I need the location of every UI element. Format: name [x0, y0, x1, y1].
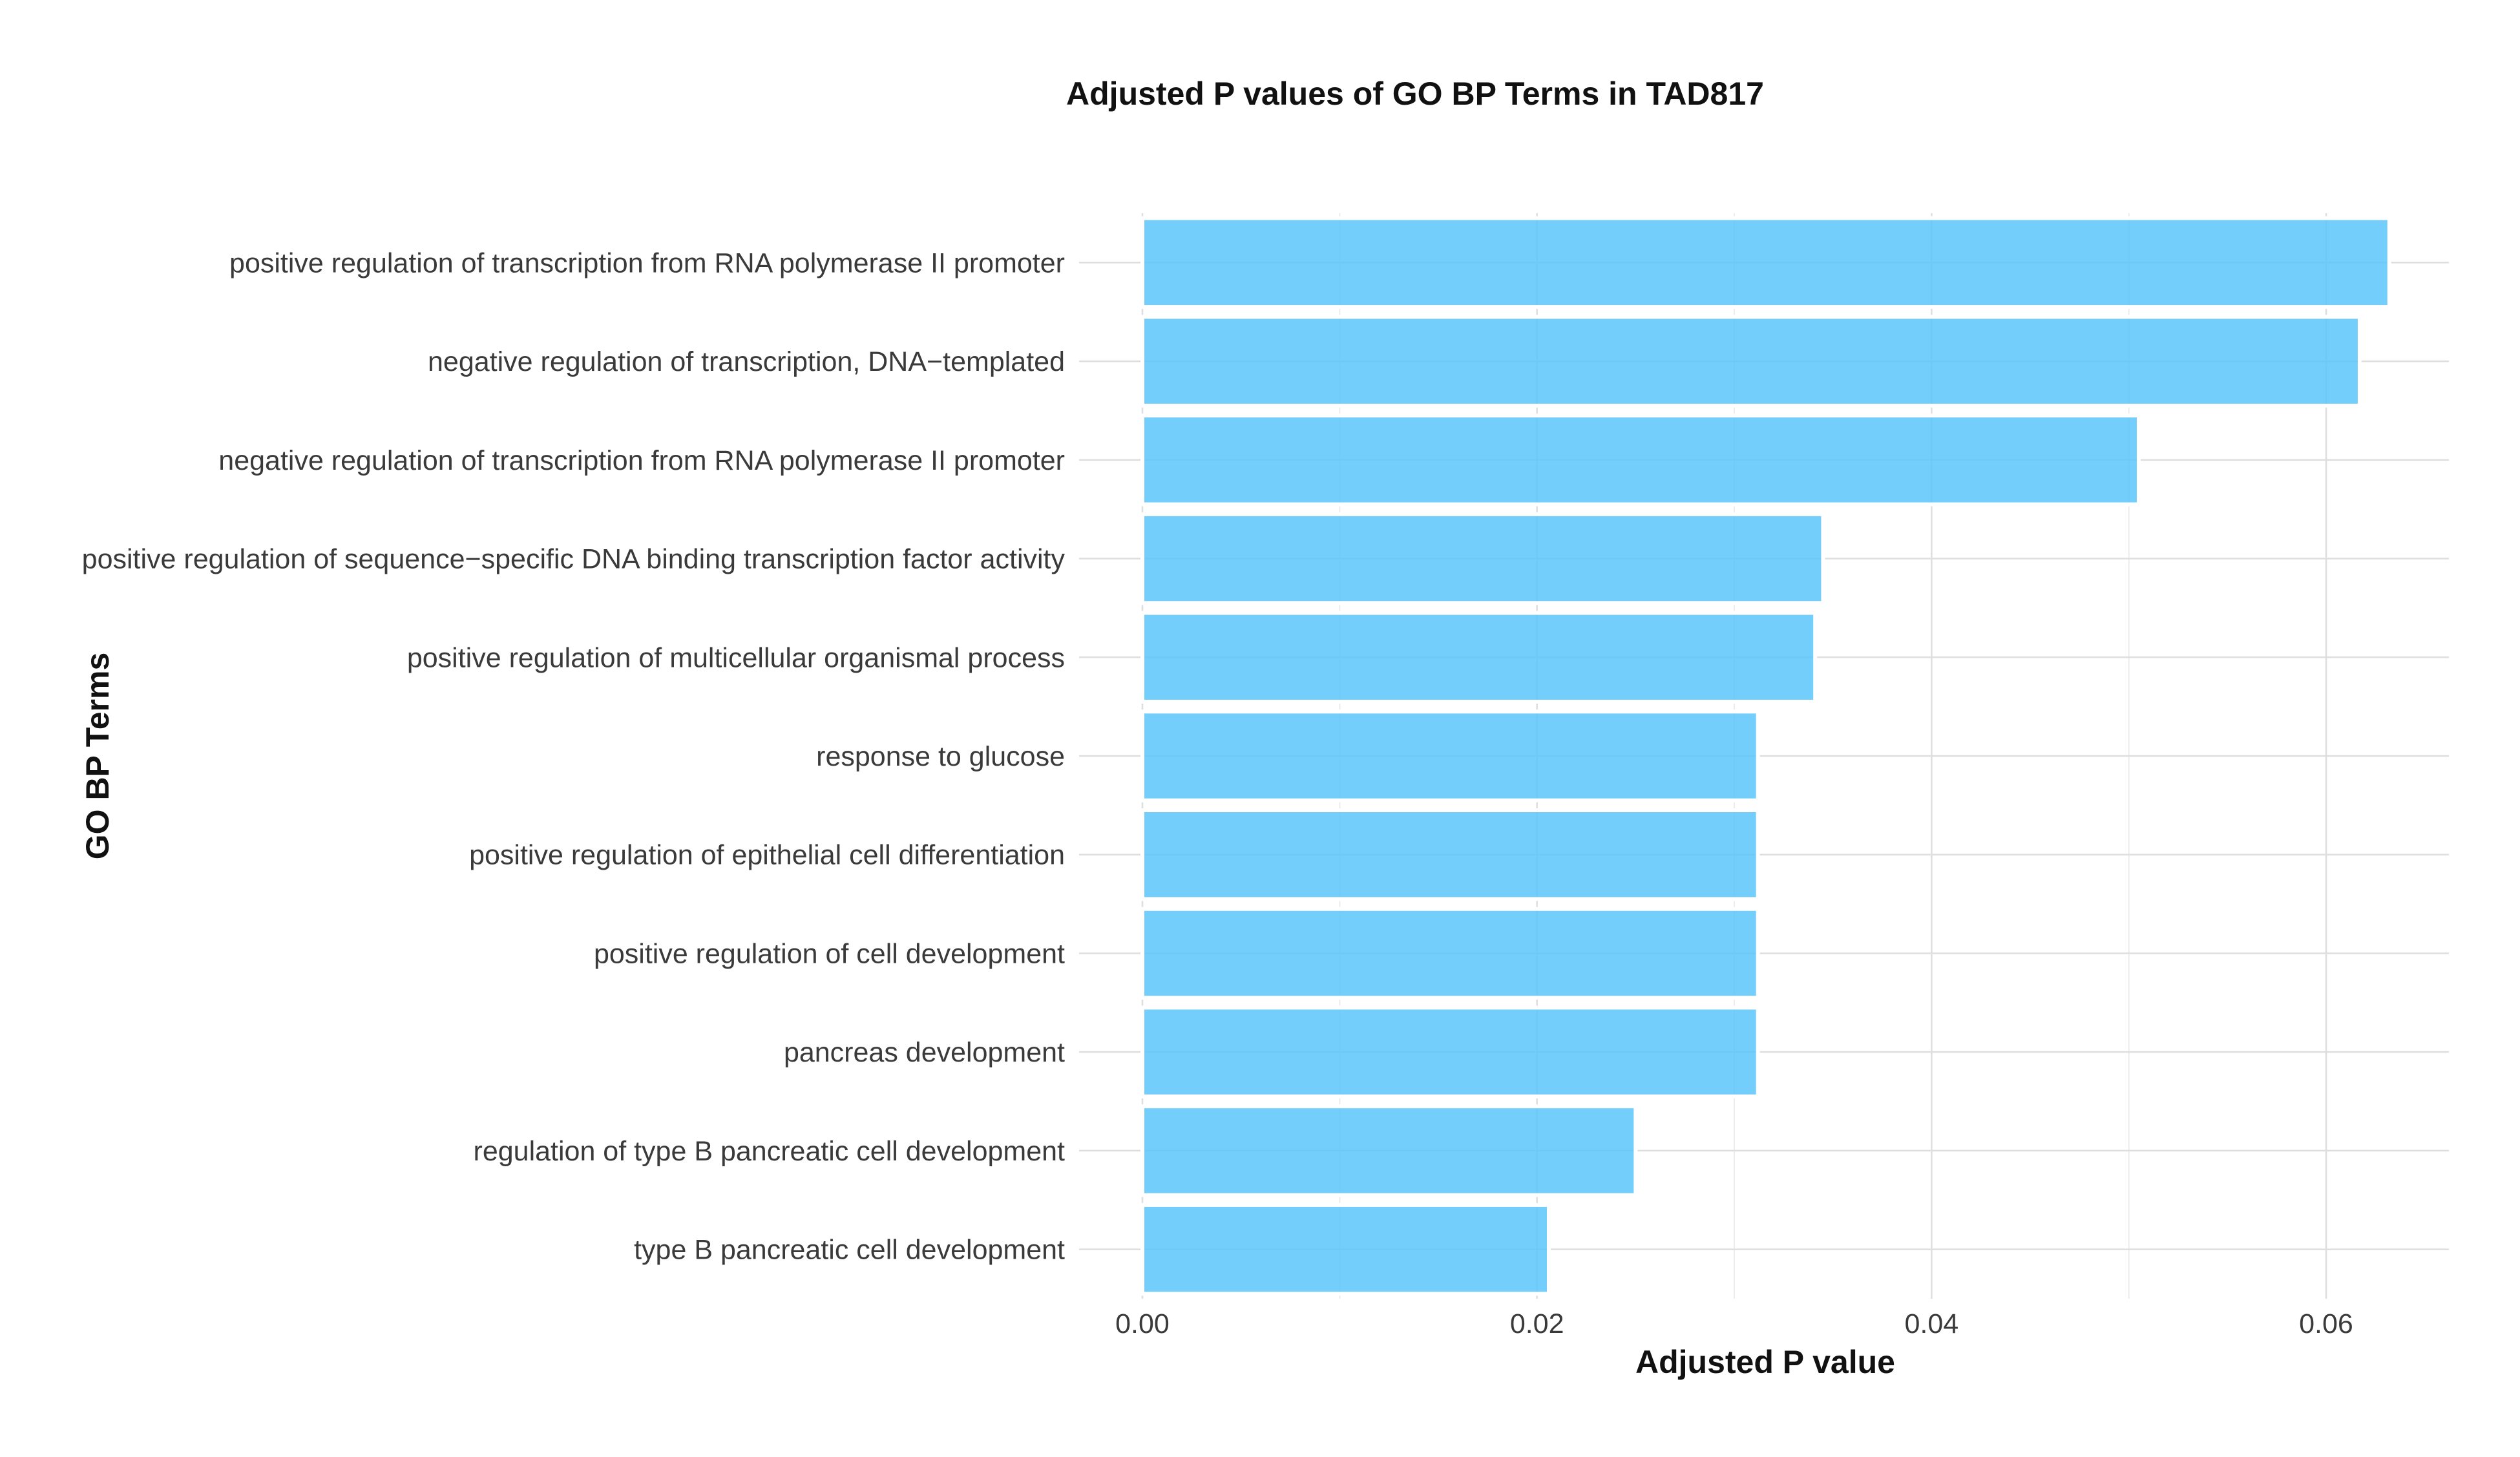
bar — [1140, 216, 2391, 309]
bar — [1140, 907, 1760, 1000]
category-label: positive regulation of cell development — [594, 938, 1065, 969]
category-label: pancreas development — [784, 1037, 1065, 1068]
bar — [1140, 808, 1760, 901]
category-label: positive regulation of multicellular org… — [407, 642, 1065, 673]
category-label: regulation of type B pancreatic cell dev… — [474, 1136, 1066, 1167]
x-tick-label: 0.06 — [2299, 1308, 2353, 1339]
y-axis-title: GO BP Terms — [79, 653, 116, 859]
x-tick-labels: 0.00 0.02 0.04 0.06 — [1115, 1308, 2353, 1339]
bar — [1140, 709, 1760, 802]
bar — [1140, 414, 2141, 507]
bars — [1140, 216, 2391, 1296]
bar — [1140, 1202, 1551, 1296]
bar — [1140, 512, 1825, 605]
category-label: negative regulation of transcription fro… — [218, 445, 1065, 476]
x-tick-label: 0.02 — [1510, 1308, 1564, 1339]
bar — [1140, 315, 2362, 408]
x-tick-label: 0.04 — [1904, 1308, 1958, 1339]
category-label: type B pancreatic cell development — [634, 1235, 1065, 1266]
bar — [1140, 611, 1818, 704]
x-axis-title: Adjusted P value — [1635, 1344, 1895, 1380]
x-tick-label: 0.00 — [1115, 1308, 1170, 1339]
category-labels: positive regulation of transcription fro… — [82, 247, 1066, 1265]
bar — [1140, 1104, 1638, 1197]
bar — [1140, 1005, 1760, 1098]
chart-title: Adjusted P values of GO BP Terms in TAD8… — [1066, 76, 1764, 112]
category-label: positive regulation of transcription fro… — [229, 247, 1065, 278]
category-label: positive regulation of epithelial cell d… — [469, 840, 1065, 871]
category-label: positive regulation of sequence−specific… — [82, 544, 1066, 575]
category-label: negative regulation of transcription, DN… — [428, 346, 1065, 377]
category-label: response to glucose — [816, 741, 1065, 772]
